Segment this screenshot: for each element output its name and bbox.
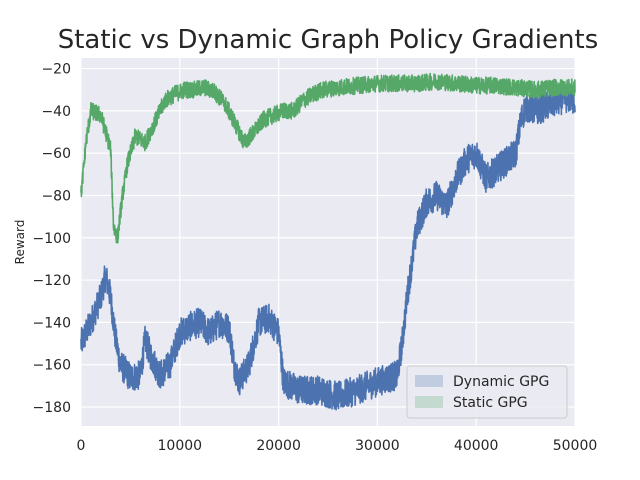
y-tick-labels: −20 −40 −60 −80 −100 −120 −140 −160 −180 [33, 62, 71, 416]
series-line [80, 83, 576, 411]
y-tick-label: −140 [33, 315, 71, 331]
x-tick-label: 50000 [553, 438, 598, 454]
x-tick-label: 40000 [454, 438, 499, 454]
x-tick-labels: 0 10000 20000 30000 40000 50000 [77, 438, 598, 454]
y-tick-label: −60 [41, 146, 71, 162]
y-tick-label: −160 [33, 358, 71, 374]
y-tick-label: −80 [41, 188, 71, 204]
y-axis-label: Reward [13, 220, 27, 265]
x-tick-label: 20000 [256, 438, 301, 454]
legend-swatch [415, 375, 443, 387]
y-tick-label: −20 [41, 62, 71, 78]
series-layer [80, 72, 576, 411]
x-tick-label: 30000 [355, 438, 400, 454]
y-tick-label: −40 [41, 104, 71, 120]
legend-label: Static GPG [453, 395, 528, 411]
legend: Dynamic GPG Static GPG [406, 365, 568, 419]
series-line [80, 72, 576, 244]
x-tick-label: 10000 [158, 438, 203, 454]
y-tick-label: −180 [33, 400, 71, 416]
legend-box [406, 365, 568, 419]
chart-title: Static vs Dynamic Graph Policy Gradients [58, 25, 599, 55]
legend-label: Dynamic GPG [453, 374, 549, 390]
y-tick-label: −120 [33, 273, 71, 289]
legend-swatch [415, 396, 443, 408]
x-tick-label: 0 [77, 438, 86, 454]
y-tick-label: −100 [33, 231, 71, 247]
